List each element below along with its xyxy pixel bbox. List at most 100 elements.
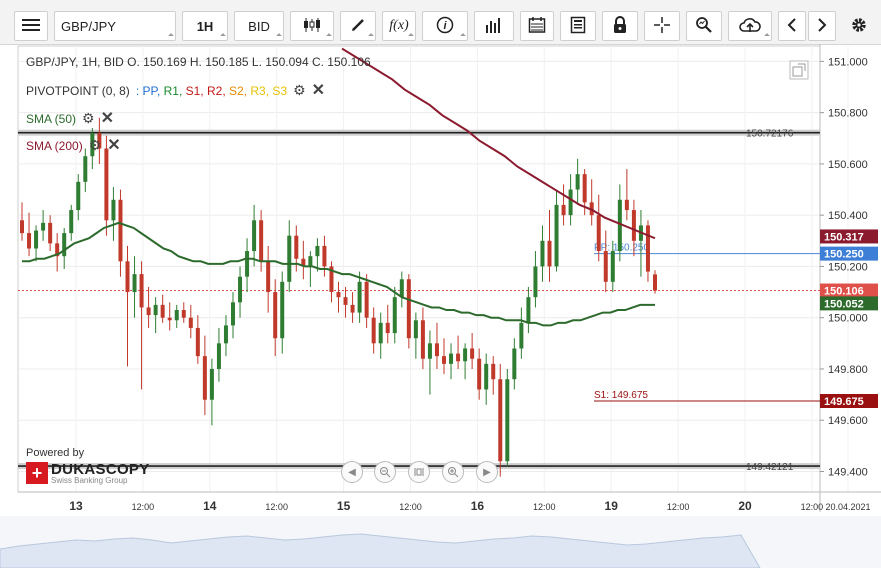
price-tag-label: 150.106 bbox=[824, 286, 864, 298]
navigator-strip bbox=[0, 516, 881, 568]
prev-button[interactable] bbox=[778, 11, 806, 41]
cloud-upload-icon bbox=[739, 16, 761, 37]
scroll-right-button[interactable]: ▶ bbox=[476, 461, 498, 483]
candle-body bbox=[371, 317, 376, 344]
volume-button[interactable] bbox=[474, 11, 514, 41]
candle-body bbox=[378, 322, 383, 344]
candle-body bbox=[245, 251, 250, 277]
zoom-out-button[interactable] bbox=[374, 461, 396, 483]
brand-tagline: Swiss Banking Group bbox=[51, 475, 128, 485]
sma200-label: SMA (200) bbox=[26, 139, 83, 153]
candle-body bbox=[427, 343, 432, 359]
menu-icon bbox=[22, 18, 40, 35]
symbol-label: GBP/JPY bbox=[61, 18, 116, 34]
candle-body bbox=[533, 266, 538, 298]
candle-body bbox=[315, 245, 320, 257]
candle-body bbox=[498, 379, 503, 462]
candle-body bbox=[55, 243, 60, 257]
candle-body bbox=[357, 281, 362, 313]
menu-button[interactable] bbox=[14, 11, 48, 41]
crosshair-icon bbox=[653, 16, 671, 37]
x-tick-label: 12:00 bbox=[132, 502, 155, 512]
calendar-button[interactable] bbox=[520, 11, 554, 41]
candle-body bbox=[547, 240, 552, 267]
candle-body bbox=[343, 297, 348, 305]
candle-body bbox=[617, 199, 622, 252]
brand-name: DUKASCOPY bbox=[51, 460, 150, 478]
level-label: 150.72176 bbox=[746, 129, 794, 140]
pivot-name: PIVOTPOINT (0, 8) bbox=[26, 84, 130, 98]
sma-lines bbox=[22, 47, 656, 327]
y-tick-label: 149.800 bbox=[828, 364, 868, 376]
candle-body bbox=[238, 276, 243, 303]
price-tag-bg bbox=[820, 283, 878, 298]
candle-body bbox=[603, 251, 608, 282]
y-tick-label: 149.600 bbox=[828, 415, 868, 427]
candle-body bbox=[575, 174, 580, 190]
pivot-close-icon[interactable]: ✕ bbox=[311, 82, 326, 99]
x-tick-label: 12:00 bbox=[533, 502, 556, 512]
candle-body bbox=[434, 343, 439, 357]
sma200-settings-icon[interactable]: ⚙ bbox=[88, 137, 102, 153]
price-tag-label: 150.052 bbox=[824, 298, 864, 310]
symbol-select[interactable]: GBP/JPY bbox=[54, 11, 176, 41]
candle-body bbox=[470, 348, 475, 359]
candle-type-button[interactable] bbox=[290, 11, 334, 41]
candle-body bbox=[153, 304, 158, 316]
price-tag-label: 149.675 bbox=[824, 396, 864, 408]
price-side-select[interactable]: BID bbox=[234, 11, 284, 41]
candle-body bbox=[76, 181, 81, 211]
ohlc-legend: GBP/JPY, 1H, BID O. 150.169 H. 150.185 L… bbox=[26, 55, 371, 69]
timeframe-label: 1H bbox=[196, 18, 214, 34]
candle-body bbox=[610, 251, 615, 282]
zoom-in-icon bbox=[448, 467, 459, 478]
candle-body bbox=[540, 240, 545, 267]
candle-body bbox=[167, 317, 172, 321]
scroll-left-button[interactable]: ◀ bbox=[341, 461, 363, 483]
sma200-close-icon[interactable]: ✕ bbox=[107, 137, 121, 154]
candle-body bbox=[561, 204, 566, 216]
zoom-in-button[interactable] bbox=[442, 461, 464, 483]
candle-body bbox=[301, 258, 306, 267]
candle-body bbox=[364, 281, 369, 318]
candle-body bbox=[223, 325, 228, 344]
dukascopy-logo[interactable]: + DUKASCOPY Swiss Banking Group bbox=[26, 460, 150, 486]
candle-body bbox=[132, 274, 137, 293]
x-tick-label: 19 bbox=[605, 499, 619, 513]
chart-grid bbox=[17, 45, 849, 493]
price-tag-bg bbox=[820, 394, 878, 409]
zoom-icon bbox=[695, 16, 713, 37]
next-button[interactable] bbox=[808, 11, 836, 41]
report-button[interactable] bbox=[560, 11, 596, 41]
sma50-label: SMA (50) bbox=[26, 112, 77, 126]
candle-body bbox=[350, 304, 355, 313]
candle-body bbox=[259, 220, 264, 262]
candle-body bbox=[280, 281, 285, 339]
info-button[interactable]: i bbox=[422, 11, 468, 41]
crosshair-button[interactable] bbox=[644, 11, 680, 41]
candle-body bbox=[287, 235, 292, 282]
timeframe-select[interactable]: 1H bbox=[182, 11, 228, 41]
cloud-upload-button[interactable] bbox=[728, 11, 772, 41]
candle-body bbox=[645, 225, 650, 272]
candle-body bbox=[329, 266, 334, 293]
candle-body bbox=[97, 133, 102, 149]
sma50-close-icon[interactable]: ✕ bbox=[100, 110, 114, 127]
reset-view-button[interactable] bbox=[408, 461, 430, 483]
popout-icon[interactable] bbox=[789, 60, 809, 80]
zoom-button[interactable] bbox=[686, 11, 722, 41]
pivot-item-0: : PP, bbox=[135, 84, 161, 98]
draw-button[interactable] bbox=[340, 11, 376, 41]
powered-by-label: Powered by bbox=[26, 447, 85, 459]
lock-button[interactable] bbox=[602, 11, 638, 41]
sma50-settings-icon[interactable]: ⚙ bbox=[82, 110, 95, 126]
settings-button[interactable] bbox=[842, 11, 876, 41]
pivot-item-4: S2, bbox=[225, 84, 248, 98]
x-tick-label: 16 bbox=[471, 499, 485, 513]
price-side-label: BID bbox=[248, 18, 270, 34]
candle-body bbox=[41, 222, 46, 231]
pivot-settings-icon[interactable]: ⚙ bbox=[293, 82, 306, 98]
candle-body bbox=[69, 210, 74, 234]
fx-indicator-button[interactable]: f(x) bbox=[382, 11, 416, 41]
